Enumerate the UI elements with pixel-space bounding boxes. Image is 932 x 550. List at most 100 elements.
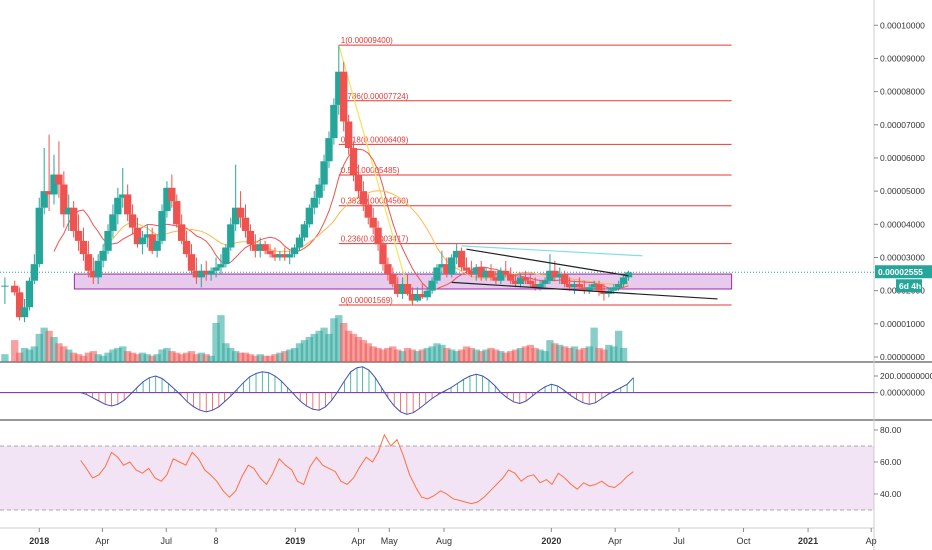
- volume-bar: [109, 349, 117, 362]
- volume-bar: [457, 349, 466, 362]
- candle-body: [516, 277, 525, 285]
- candle-body: [55, 174, 63, 185]
- time-tick-label: Ap: [866, 536, 877, 546]
- candle-body: [521, 277, 530, 281]
- candle-body: [310, 197, 318, 208]
- volume-bar: [497, 351, 505, 362]
- countdown-badge: [896, 279, 922, 293]
- candle-body: [379, 244, 387, 265]
- volume-bar: [217, 315, 225, 362]
- volume-bar: [511, 349, 520, 362]
- volume-bar: [516, 347, 525, 362]
- candle-body: [344, 121, 353, 149]
- volume-bar: [35, 333, 43, 362]
- volume-bar: [300, 340, 309, 362]
- volume-bars: [1, 315, 628, 362]
- volume-bar: [605, 344, 613, 362]
- candle-body: [472, 267, 480, 275]
- volume-bar: [286, 349, 294, 362]
- volume-bar: [290, 347, 299, 362]
- candle-body: [153, 240, 161, 251]
- volume-bar: [295, 343, 304, 362]
- time-tick-label: 2021: [798, 536, 818, 546]
- candle-body: [173, 201, 181, 225]
- volume-bar: [521, 346, 530, 362]
- candle-body: [413, 293, 422, 301]
- candle-body: [502, 270, 510, 275]
- candle-body: [590, 284, 598, 288]
- volume-bar: [349, 333, 358, 362]
- candle-body: [398, 284, 407, 294]
- volume-bar: [506, 351, 515, 362]
- candle-body: [104, 230, 112, 251]
- candle-body: [482, 270, 490, 278]
- candle-body: [74, 230, 83, 241]
- candle-body: [99, 250, 107, 261]
- volume-bar: [438, 344, 446, 362]
- candle-body: [551, 270, 559, 278]
- candle-body: [138, 237, 147, 245]
- time-tick-label: 2020: [541, 536, 561, 546]
- volume-bar: [335, 315, 343, 362]
- volume-bar: [310, 333, 318, 362]
- volume-bar: [344, 330, 353, 362]
- volume-bar: [177, 354, 186, 362]
- volume-bar: [546, 340, 554, 362]
- candle-body: [408, 293, 417, 301]
- rsi-band: [0, 446, 874, 510]
- candle-body: [614, 284, 623, 288]
- volume-bar: [330, 318, 338, 362]
- rsi-tick-label: 40.00: [880, 489, 902, 499]
- fib-level-label: 1(0.00009400): [341, 36, 393, 45]
- rsi-tick-label: 60.00: [880, 457, 902, 467]
- candle-body: [123, 194, 132, 215]
- candle-body: [565, 284, 574, 288]
- candle-body: [94, 260, 102, 278]
- candle-body: [477, 267, 485, 278]
- candle-body: [364, 204, 372, 218]
- ma-short-line: [53, 148, 629, 290]
- volume-bar: [227, 347, 235, 362]
- candle-body: [20, 307, 29, 318]
- moving-averages: [53, 148, 629, 290]
- fib-level-label: 0(0.00001569): [341, 296, 393, 305]
- candle-body: [433, 267, 441, 281]
- candle-body: [536, 284, 544, 288]
- candle-body: [403, 284, 412, 294]
- candle-body: [109, 214, 117, 231]
- candle-body: [585, 287, 593, 291]
- candle-body: [320, 161, 328, 185]
- macd-tick-label: 0.00000000: [880, 388, 925, 398]
- volume-bar: [462, 346, 471, 362]
- time-tick-label: Apr: [608, 536, 622, 546]
- volume-bar: [467, 347, 476, 362]
- volume-bar: [418, 349, 426, 362]
- candle-body: [50, 174, 58, 195]
- candle-body: [276, 254, 284, 258]
- volume-bar: [369, 346, 377, 362]
- volume-bar: [192, 354, 201, 362]
- volume-bar: [40, 327, 48, 362]
- candle-body: [452, 250, 461, 258]
- candle-body: [384, 264, 392, 275]
- candle-body: [492, 277, 500, 281]
- volume-bar: [65, 349, 73, 362]
- candle-body: [511, 280, 520, 285]
- candle-body: [389, 274, 397, 285]
- volume-bar: [408, 349, 417, 362]
- volume-bar: [600, 349, 608, 362]
- candle-body: [560, 274, 569, 285]
- candle-body: [79, 240, 88, 255]
- volume-bar: [20, 347, 29, 362]
- volume-bar: [251, 355, 260, 362]
- volume-bar: [541, 351, 549, 362]
- candle-body: [192, 270, 201, 278]
- volume-bar: [305, 337, 314, 362]
- price-tick-label: 0.00010000: [880, 20, 925, 30]
- volume-bar: [502, 352, 510, 362]
- candle-body: [531, 284, 539, 288]
- wedge-lower-line: [451, 281, 718, 300]
- trend-line-cyan: [461, 245, 643, 257]
- volume-bar: [398, 351, 407, 362]
